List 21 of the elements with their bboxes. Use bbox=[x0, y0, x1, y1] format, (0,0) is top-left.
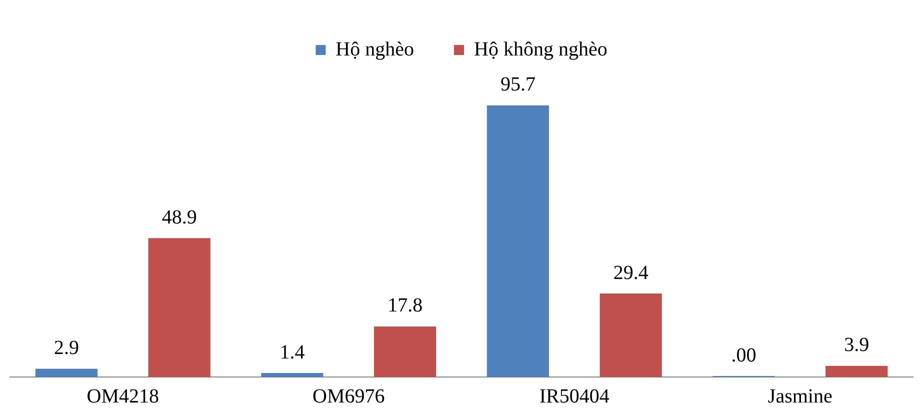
legend-label: Hộ nghèo bbox=[336, 38, 414, 60]
bar bbox=[826, 366, 888, 377]
data-label: 3.9 bbox=[844, 334, 870, 356]
data-label: .00 bbox=[731, 344, 756, 366]
data-label: 29.4 bbox=[613, 262, 648, 284]
bar bbox=[486, 105, 549, 377]
data-label: 2.9 bbox=[54, 337, 79, 360]
x-tick-label: Jasmine bbox=[768, 385, 832, 408]
x-tick-label: IR50404 bbox=[539, 385, 610, 408]
x-tick-label: OM4218 bbox=[86, 385, 159, 408]
bar bbox=[148, 238, 210, 377]
data-label: 1.4 bbox=[280, 341, 305, 364]
x-tick-label: OM6976 bbox=[312, 385, 385, 408]
bar bbox=[600, 294, 662, 377]
data-label: 48.9 bbox=[162, 206, 197, 228]
bar bbox=[374, 326, 436, 377]
bar bbox=[35, 368, 98, 377]
data-label: 17.8 bbox=[388, 294, 423, 317]
bar bbox=[261, 373, 324, 377]
data-label: 95.7 bbox=[500, 74, 536, 96]
legend-label: Hộ không nghèo bbox=[474, 38, 608, 60]
